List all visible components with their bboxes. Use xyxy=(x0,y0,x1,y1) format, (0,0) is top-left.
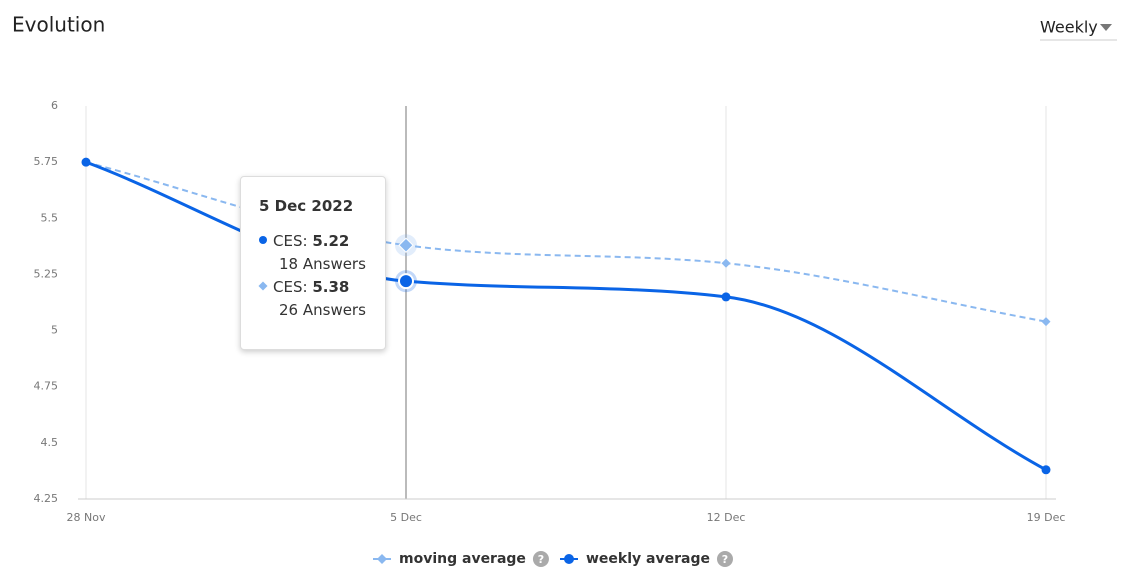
tooltip-value: 5.22 xyxy=(312,232,350,250)
legend-marker xyxy=(564,554,574,564)
dropdown-label[interactable]: Weekly xyxy=(1040,18,1098,37)
tooltip-answers: 26 Answers xyxy=(279,301,366,319)
legend-label: moving average xyxy=(399,551,526,567)
x-tick-label: 12 Dec xyxy=(707,511,746,524)
series-line xyxy=(85,161,1047,323)
y-tick-label: 5 xyxy=(51,324,58,337)
y-tick-label: 4.5 xyxy=(41,436,59,449)
tooltip-label: CES: xyxy=(273,232,308,250)
tooltip-answers: 18 Answers xyxy=(279,255,366,273)
tooltip: 5 Dec 2022 CES: 5.22 18 Answers CES: 5.3… xyxy=(240,176,386,350)
y-tick-label: 5.5 xyxy=(41,211,59,224)
y-tick-label: 4.25 xyxy=(34,492,59,505)
help-icon-glyph: ? xyxy=(722,553,728,566)
tooltip-row: CES: 5.22 xyxy=(259,230,385,253)
point xyxy=(721,258,731,268)
y-tick-label: 5.25 xyxy=(34,267,59,280)
tooltip-row: CES: 5.38 xyxy=(258,276,385,299)
legend: moving average? weekly average? xyxy=(373,551,733,567)
tooltip-date: 5 Dec 2022 xyxy=(259,197,354,215)
point xyxy=(81,157,91,167)
help-icon xyxy=(532,551,549,567)
period-dropdown[interactable]: Weekly xyxy=(1040,18,1117,41)
point xyxy=(398,237,414,253)
y-tick-label: 5.75 xyxy=(34,155,59,168)
x-tick-label: 28 Nov xyxy=(67,511,106,524)
tooltip-marker xyxy=(259,236,267,244)
point xyxy=(1041,465,1051,475)
series-line xyxy=(85,160,1047,472)
legend-marker xyxy=(377,554,387,564)
legend-label: weekly average xyxy=(586,551,710,567)
point xyxy=(721,292,731,302)
dropdown-caret[interactable] xyxy=(1100,24,1112,31)
y-tick-label: 6 xyxy=(51,99,58,112)
x-tick-label: 19 Dec xyxy=(1027,511,1066,524)
help-icon-glyph: ? xyxy=(538,553,544,566)
tooltip-value: 5.38 xyxy=(312,278,350,296)
help-icon xyxy=(716,551,733,567)
y-tick-label: 4.75 xyxy=(34,380,59,393)
point xyxy=(1041,317,1051,327)
x-tick-label: 5 Dec xyxy=(390,511,422,524)
chart-title: Evolution xyxy=(12,13,105,37)
tooltip-marker xyxy=(258,281,268,291)
tooltip-label: CES: xyxy=(273,278,308,296)
point xyxy=(398,273,414,290)
